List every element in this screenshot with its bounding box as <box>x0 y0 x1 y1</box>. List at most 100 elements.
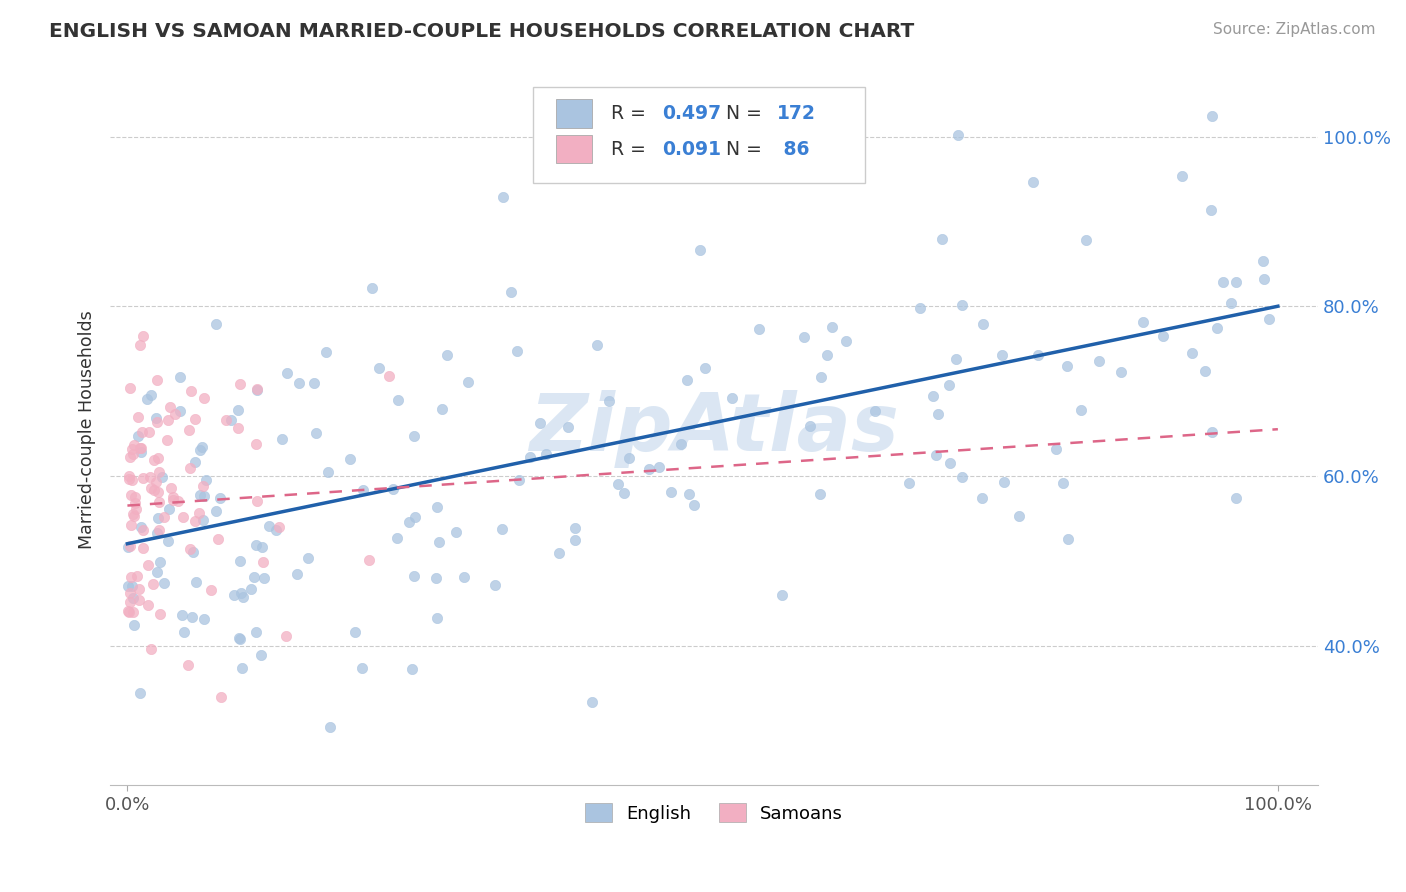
Point <box>153 576 176 591</box>
Point <box>318 465 340 479</box>
Point <box>246 382 269 396</box>
Point <box>1008 508 1031 523</box>
Point <box>125 569 148 583</box>
Point <box>193 479 215 493</box>
Point <box>159 400 181 414</box>
Point <box>193 391 215 405</box>
Point <box>1181 346 1204 360</box>
Text: 0.091: 0.091 <box>662 140 721 159</box>
Point <box>117 604 139 618</box>
Point <box>598 393 620 408</box>
Point <box>1194 363 1216 377</box>
Point <box>184 412 207 426</box>
Point <box>991 348 1014 362</box>
Point <box>205 504 228 518</box>
Point <box>127 428 149 442</box>
Text: 86: 86 <box>778 140 810 159</box>
Point <box>430 402 453 417</box>
Point <box>245 624 267 639</box>
Point <box>129 338 152 352</box>
Point <box>121 474 143 488</box>
Point <box>350 661 373 675</box>
Point <box>925 448 948 462</box>
Point <box>139 470 162 484</box>
Point <box>276 366 298 380</box>
Point <box>1199 202 1222 217</box>
Point <box>1132 314 1154 328</box>
Point <box>132 523 155 537</box>
Point <box>222 588 245 602</box>
Point <box>815 348 838 362</box>
Point <box>219 413 242 427</box>
Point <box>547 546 569 560</box>
Point <box>128 582 150 596</box>
Point <box>305 425 328 440</box>
Point <box>748 322 770 336</box>
Point <box>1109 365 1132 379</box>
Point <box>250 648 273 662</box>
Point <box>508 473 530 487</box>
Point <box>120 539 142 553</box>
Point <box>401 661 423 675</box>
Text: N =: N = <box>727 104 768 123</box>
Point <box>426 500 449 514</box>
Point <box>821 320 844 334</box>
Point <box>145 373 167 387</box>
Point <box>121 442 143 456</box>
Point <box>453 569 475 583</box>
Point <box>1171 169 1194 183</box>
Point <box>128 593 150 607</box>
Point <box>381 482 404 496</box>
Point <box>122 508 145 523</box>
Point <box>1052 475 1074 490</box>
Point <box>129 444 152 458</box>
Point <box>557 420 579 434</box>
Point <box>143 452 166 467</box>
Point <box>209 690 232 705</box>
Point <box>1258 312 1281 326</box>
Point <box>124 490 146 504</box>
Point <box>491 522 513 536</box>
Point <box>129 520 152 534</box>
Point <box>1056 359 1078 373</box>
Point <box>121 517 143 532</box>
Point <box>1225 275 1247 289</box>
Point <box>150 470 173 484</box>
Point <box>344 624 367 639</box>
Point <box>436 348 458 362</box>
Point <box>125 502 148 516</box>
Point <box>231 586 253 600</box>
Point <box>398 516 420 530</box>
Point <box>378 369 401 384</box>
Point <box>246 384 269 398</box>
Point <box>264 524 287 538</box>
Point <box>302 376 325 391</box>
Point <box>207 532 229 546</box>
Point <box>122 507 145 521</box>
Point <box>124 438 146 452</box>
Point <box>939 456 962 470</box>
FancyBboxPatch shape <box>533 87 865 184</box>
Point <box>128 442 150 456</box>
Point <box>1088 354 1111 368</box>
Point <box>1253 253 1275 268</box>
Point <box>564 533 586 547</box>
Point <box>253 571 276 585</box>
Point <box>136 392 159 407</box>
Point <box>863 404 886 418</box>
Point <box>444 524 467 539</box>
Point <box>129 686 152 700</box>
Point <box>138 425 160 439</box>
Point <box>638 462 661 476</box>
Point <box>950 298 973 312</box>
Point <box>387 393 409 408</box>
Text: ENGLISH VS SAMOAN MARRIED-COUPLE HOUSEHOLDS CORRELATION CHART: ENGLISH VS SAMOAN MARRIED-COUPLE HOUSEHO… <box>49 22 914 41</box>
Point <box>131 425 153 439</box>
Point <box>179 460 201 475</box>
Point <box>519 450 541 464</box>
Point <box>1201 425 1223 439</box>
Point <box>669 437 692 451</box>
Point <box>269 520 291 534</box>
Point <box>1152 329 1174 343</box>
Point <box>146 511 169 525</box>
